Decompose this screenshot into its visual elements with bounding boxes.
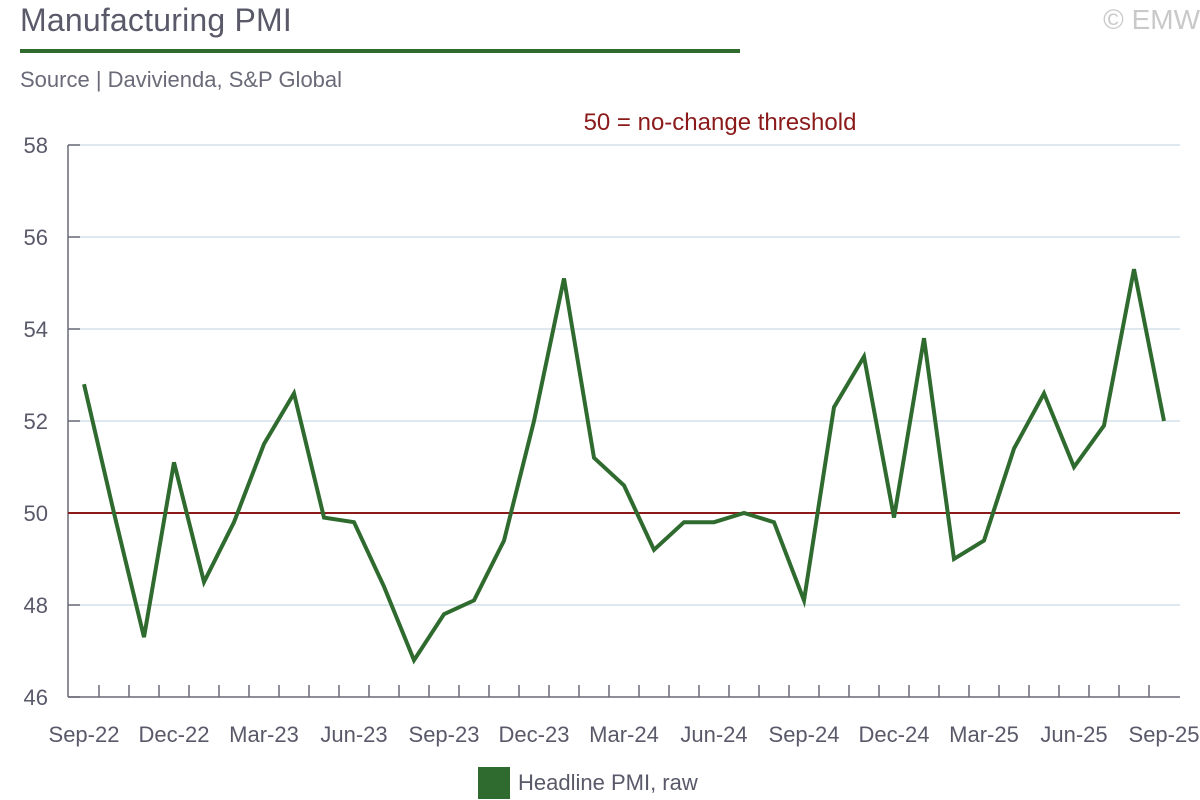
title-underline xyxy=(20,49,740,53)
x-tick-label: Mar-25 xyxy=(949,722,1019,747)
x-tick-label: Sep-25 xyxy=(1129,722,1200,747)
legend-label: Headline PMI, raw xyxy=(518,770,698,795)
chart-title: Manufacturing PMI xyxy=(20,2,292,38)
x-tick-label: Mar-23 xyxy=(229,722,299,747)
legend: Headline PMI, raw xyxy=(478,767,698,799)
x-tick-label: Dec-22 xyxy=(139,722,210,747)
y-tick-label: 52 xyxy=(24,409,48,434)
y-tick-label: 50 xyxy=(24,501,48,526)
legend-swatch xyxy=(478,767,510,799)
x-tick-label: Mar-24 xyxy=(589,722,659,747)
x-tick-label: Jun-25 xyxy=(1040,722,1107,747)
y-tick-label: 58 xyxy=(24,133,48,158)
x-tick-label: Dec-24 xyxy=(859,722,930,747)
y-tick-label: 54 xyxy=(24,317,48,342)
x-tick-label: Jun-23 xyxy=(320,722,387,747)
series-line xyxy=(82,268,1166,665)
threshold-label: 50 = no-change threshold xyxy=(584,109,857,136)
x-tick-label: Sep-24 xyxy=(769,722,840,747)
y-tick-label: 56 xyxy=(24,225,48,250)
x-tick-label: Jun-24 xyxy=(680,722,747,747)
x-tick-label: Dec-23 xyxy=(499,722,570,747)
y-tick-label: 48 xyxy=(24,593,48,618)
copyright-watermark: © EMW xyxy=(1103,4,1200,35)
y-tick-label: 46 xyxy=(24,685,48,710)
x-tick-label: Sep-23 xyxy=(409,722,480,747)
x-tick-label: Sep-22 xyxy=(49,722,120,747)
source-note: Source | Davivienda, S&P Global xyxy=(20,67,343,92)
